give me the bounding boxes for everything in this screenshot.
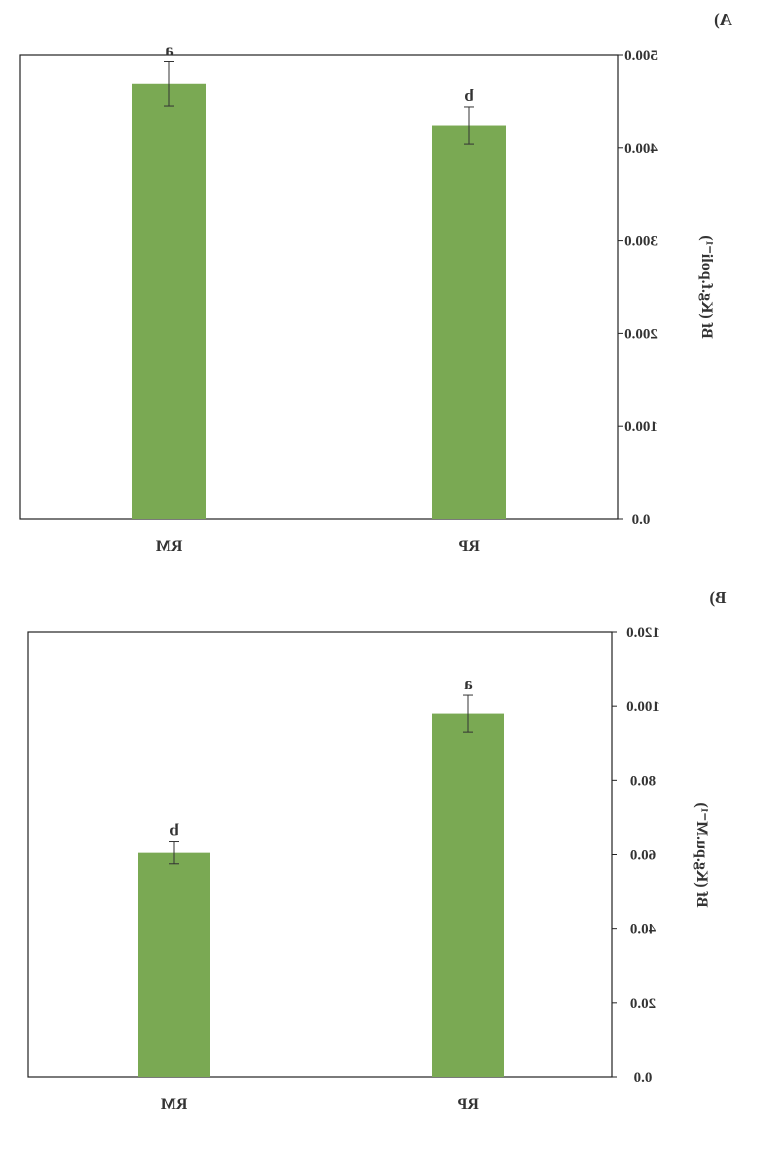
y-tick-label: 100.0 (626, 699, 660, 715)
panel-a-x-tick-labels: RM RP (156, 538, 480, 555)
significance-letter: a (464, 674, 473, 693)
panel-a-y-axis-title: Bf (Kg.f.poli⁻¹) (698, 235, 715, 338)
panel-b-error-bars (169, 694, 473, 865)
x-tick-label-rp: RP (458, 538, 480, 555)
panel-b-bars (138, 713, 504, 1077)
significance-letter: b (169, 821, 178, 840)
panel-a-error-bars (164, 60, 474, 145)
panel-b-significance-letters: ba (169, 674, 472, 839)
panel-a-y-tick-marks (618, 54, 623, 520)
panel-b-y-axis-title: Bf (Kg.pu.M⁻¹) (693, 802, 710, 907)
y-tick-label: 100.0 (624, 419, 658, 435)
y-tick-label: 500.0 (624, 48, 658, 64)
y-tick-label: 120.0 (626, 625, 660, 641)
x-tick-label-rp: RP (457, 1096, 479, 1113)
panel-a-plot-frame (19, 54, 619, 520)
panel-b-label: B) (710, 588, 727, 607)
panel-a-y-tick-labels: 0.0 100.0 200.0 300.0 400.0 500.0 (624, 48, 658, 528)
panel-a-bars (132, 83, 506, 519)
panel-b-y-tick-marks (612, 631, 617, 1078)
y-tick-label: 40.0 (630, 922, 656, 938)
x-tick-label-rm: RM (156, 538, 183, 555)
panel-b-x-tick-labels: RM RP (161, 1096, 479, 1113)
bar-rp (432, 713, 504, 1077)
panel-b-y-tick-labels: 0.0 20.0 40.0 60.0 80.0 100.0 120.0 (626, 625, 660, 1086)
panel-a-label: A) (714, 10, 732, 29)
panel-a-significance-letters: ab (165, 40, 474, 104)
bar-rp (432, 125, 506, 519)
y-tick-label: 60.0 (630, 848, 656, 864)
bar-rm (132, 83, 206, 519)
y-tick-label: 400.0 (624, 141, 658, 157)
y-tick-label: 0.0 (634, 1070, 653, 1086)
x-tick-label-rm: RM (161, 1096, 188, 1113)
significance-letter: a (165, 40, 174, 59)
significance-letter: b (464, 86, 473, 105)
bar-rm (138, 852, 210, 1077)
y-tick-label: 80.0 (630, 773, 656, 789)
y-tick-label: 0.0 (632, 512, 651, 528)
y-tick-label: 300.0 (624, 234, 658, 250)
y-tick-label: 20.0 (630, 996, 656, 1012)
y-tick-label: 200.0 (624, 326, 658, 342)
panel-b-plot-frame (27, 631, 613, 1078)
